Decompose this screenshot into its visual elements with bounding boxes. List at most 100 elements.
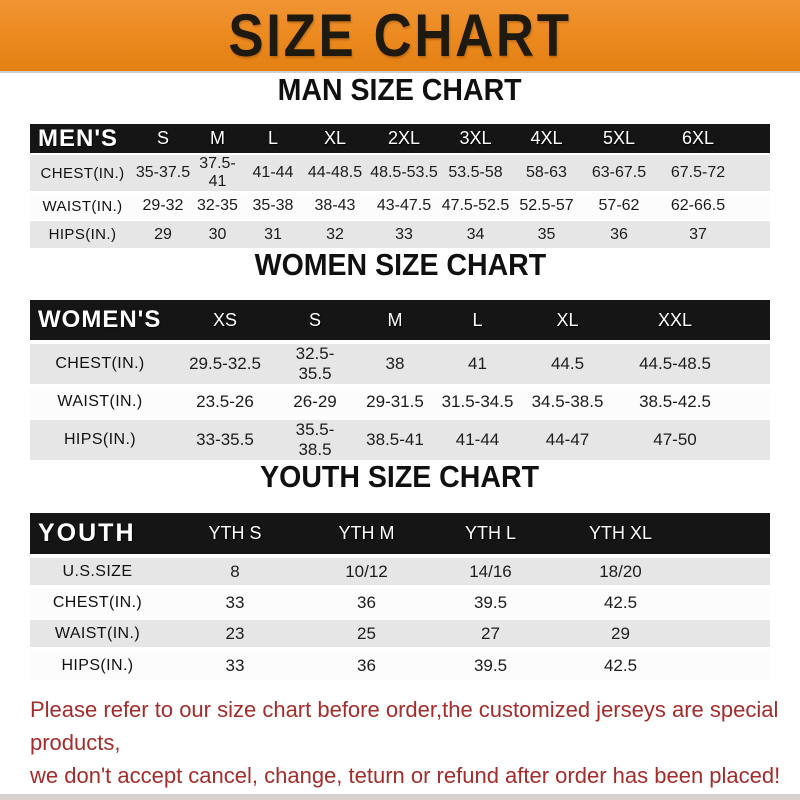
size-value-cell: 23 bbox=[165, 616, 305, 649]
table-header-row: YOUTH YTH S YTH M YTH L YTH XL bbox=[30, 513, 770, 556]
size-value-cell: 32-35 bbox=[191, 191, 244, 220]
filler-cell bbox=[688, 585, 770, 618]
size-value-cell: 58-63 bbox=[511, 153, 582, 192]
size-value-cell: 44.5-48.5 bbox=[620, 340, 730, 386]
size-column-header: XL bbox=[515, 300, 620, 342]
youth-section-title-text: YOUTH SIZE CHART bbox=[260, 459, 540, 494]
size-value-cell: 43-47.5 bbox=[368, 191, 440, 220]
size-column-header: S bbox=[280, 300, 350, 342]
filler-cell bbox=[740, 219, 770, 248]
filler-cell bbox=[730, 416, 770, 460]
size-value-cell: 52.5-57 bbox=[511, 191, 582, 220]
youth-section-title: YOUTH SIZE CHART bbox=[0, 460, 800, 497]
size-value-cell: 53.5-58 bbox=[440, 153, 511, 192]
size-value-cell: 29 bbox=[135, 219, 191, 248]
banner-title: SIZE CHART bbox=[228, 2, 572, 69]
table-row: CHEST(IN.) 33 36 39.5 42.5 bbox=[30, 585, 770, 618]
filler-cell bbox=[730, 340, 770, 386]
size-column-header: 5XL bbox=[582, 124, 656, 154]
size-value-cell: 36 bbox=[305, 585, 428, 618]
size-value-cell: 8 bbox=[165, 554, 305, 587]
row-label: CHEST(IN.) bbox=[30, 585, 165, 618]
size-column-header: 3XL bbox=[440, 124, 511, 154]
size-value-cell: 31.5-34.5 bbox=[440, 384, 515, 418]
size-value-cell: 31 bbox=[244, 219, 302, 248]
size-column-header: 2XL bbox=[368, 124, 440, 154]
women-section-title: WOMEN SIZE CHART bbox=[0, 248, 800, 285]
size-column-header: M bbox=[191, 124, 244, 154]
size-value-cell: 34 bbox=[440, 219, 511, 248]
row-label: HIPS(IN.) bbox=[30, 416, 170, 460]
size-value-cell: 26-29 bbox=[280, 384, 350, 418]
size-column-header: XL bbox=[302, 124, 368, 154]
footer-note: Please refer to our size chart before or… bbox=[0, 693, 800, 792]
table-corner-label: MEN'S bbox=[30, 124, 135, 154]
size-column-header: M bbox=[350, 300, 440, 342]
size-value-cell: 47-50 bbox=[620, 416, 730, 460]
size-column-header: L bbox=[244, 124, 302, 154]
men-section-title: MAN SIZE CHART bbox=[0, 73, 800, 110]
row-label: HIPS(IN.) bbox=[30, 219, 135, 248]
filler-cell bbox=[740, 191, 770, 220]
row-label: CHEST(IN.) bbox=[30, 340, 170, 386]
header-filler-cell bbox=[730, 300, 770, 342]
size-value-cell: 42.5 bbox=[553, 585, 688, 618]
size-value-cell: 23.5-26 bbox=[170, 384, 280, 418]
size-value-cell: 32 bbox=[302, 219, 368, 248]
size-value-cell: 34.5-38.5 bbox=[515, 384, 620, 418]
size-column-header: S bbox=[135, 124, 191, 154]
size-column-header: XS bbox=[170, 300, 280, 342]
row-label: HIPS(IN.) bbox=[30, 647, 165, 680]
size-value-cell: 36 bbox=[582, 219, 656, 248]
table-row: WAIST(IN.) 23 25 27 29 bbox=[30, 616, 770, 649]
table-row: U.S.SIZE 8 10/12 14/16 18/20 bbox=[30, 554, 770, 587]
size-value-cell: 30 bbox=[191, 219, 244, 248]
filler-cell bbox=[688, 616, 770, 649]
row-label: U.S.SIZE bbox=[30, 554, 165, 587]
size-value-cell: 25 bbox=[305, 616, 428, 649]
size-column-header: L bbox=[440, 300, 515, 342]
size-value-cell: 35.5-38.5 bbox=[280, 416, 350, 460]
size-value-cell: 37 bbox=[656, 219, 740, 248]
youth-size-table: YOUTH YTH S YTH M YTH L YTH XL U.S.SIZE 8 10/1… bbox=[30, 513, 770, 680]
size-value-cell: 67.5-72 bbox=[656, 153, 740, 192]
size-value-cell: 63-67.5 bbox=[582, 153, 656, 192]
women-size-table: WOMEN'S XS S M L XL XXL CHEST(IN.) 29.5-32.5 32.… bbox=[30, 300, 770, 460]
table-corner-label: WOMEN'S bbox=[30, 300, 170, 342]
size-value-cell: 29.5-32.5 bbox=[170, 340, 280, 386]
row-label: WAIST(IN.) bbox=[30, 384, 170, 418]
filler-cell bbox=[740, 153, 770, 192]
table-row: CHEST(IN.) 35-37.5 37.5-41 41-44 44-48.5 48.5… bbox=[30, 153, 770, 192]
size-column-header: YTH S bbox=[165, 513, 305, 556]
size-column-header: YTH M bbox=[305, 513, 428, 556]
header-filler-cell bbox=[740, 124, 770, 154]
row-label: WAIST(IN.) bbox=[30, 191, 135, 220]
size-value-cell: 33 bbox=[165, 647, 305, 680]
filler-cell bbox=[688, 647, 770, 680]
size-value-cell: 27 bbox=[428, 616, 553, 649]
size-value-cell: 33 bbox=[368, 219, 440, 248]
size-value-cell: 62-66.5 bbox=[656, 191, 740, 220]
women-section-title-text: WOMEN SIZE CHART bbox=[254, 247, 546, 282]
size-value-cell: 29-32 bbox=[135, 191, 191, 220]
size-value-cell: 29 bbox=[553, 616, 688, 649]
table-corner-label: YOUTH bbox=[30, 513, 165, 556]
table-row: HIPS(IN.) 29 30 31 32 33 34 35 36 37 bbox=[30, 219, 770, 248]
men-size-table: MEN'S S M L XL 2XL 3XL 4XL 5XL 6XL CHEST(IN.) 35-3… bbox=[30, 124, 770, 248]
size-value-cell: 42.5 bbox=[553, 647, 688, 680]
size-value-cell: 41-44 bbox=[440, 416, 515, 460]
table-header-row: MEN'S S M L XL 2XL 3XL 4XL 5XL 6XL bbox=[30, 124, 770, 154]
size-value-cell: 41 bbox=[440, 340, 515, 386]
table-row: HIPS(IN.) 33-35.5 35.5-38.5 38.5-41 41-44 44-… bbox=[30, 416, 770, 460]
size-value-cell: 18/20 bbox=[553, 554, 688, 587]
size-value-cell: 38.5-42.5 bbox=[620, 384, 730, 418]
size-value-cell: 38 bbox=[350, 340, 440, 386]
size-value-cell: 37.5-41 bbox=[191, 153, 244, 192]
table-row: CHEST(IN.) 29.5-32.5 32.5-35.5 38 41 44.5 44.5… bbox=[30, 340, 770, 386]
size-value-cell: 44-48.5 bbox=[302, 153, 368, 192]
size-value-cell: 10/12 bbox=[305, 554, 428, 587]
size-column-header: 6XL bbox=[656, 124, 740, 154]
size-chart-banner: SIZE CHART bbox=[0, 0, 800, 73]
row-label: WAIST(IN.) bbox=[30, 616, 165, 649]
size-value-cell: 38-43 bbox=[302, 191, 368, 220]
